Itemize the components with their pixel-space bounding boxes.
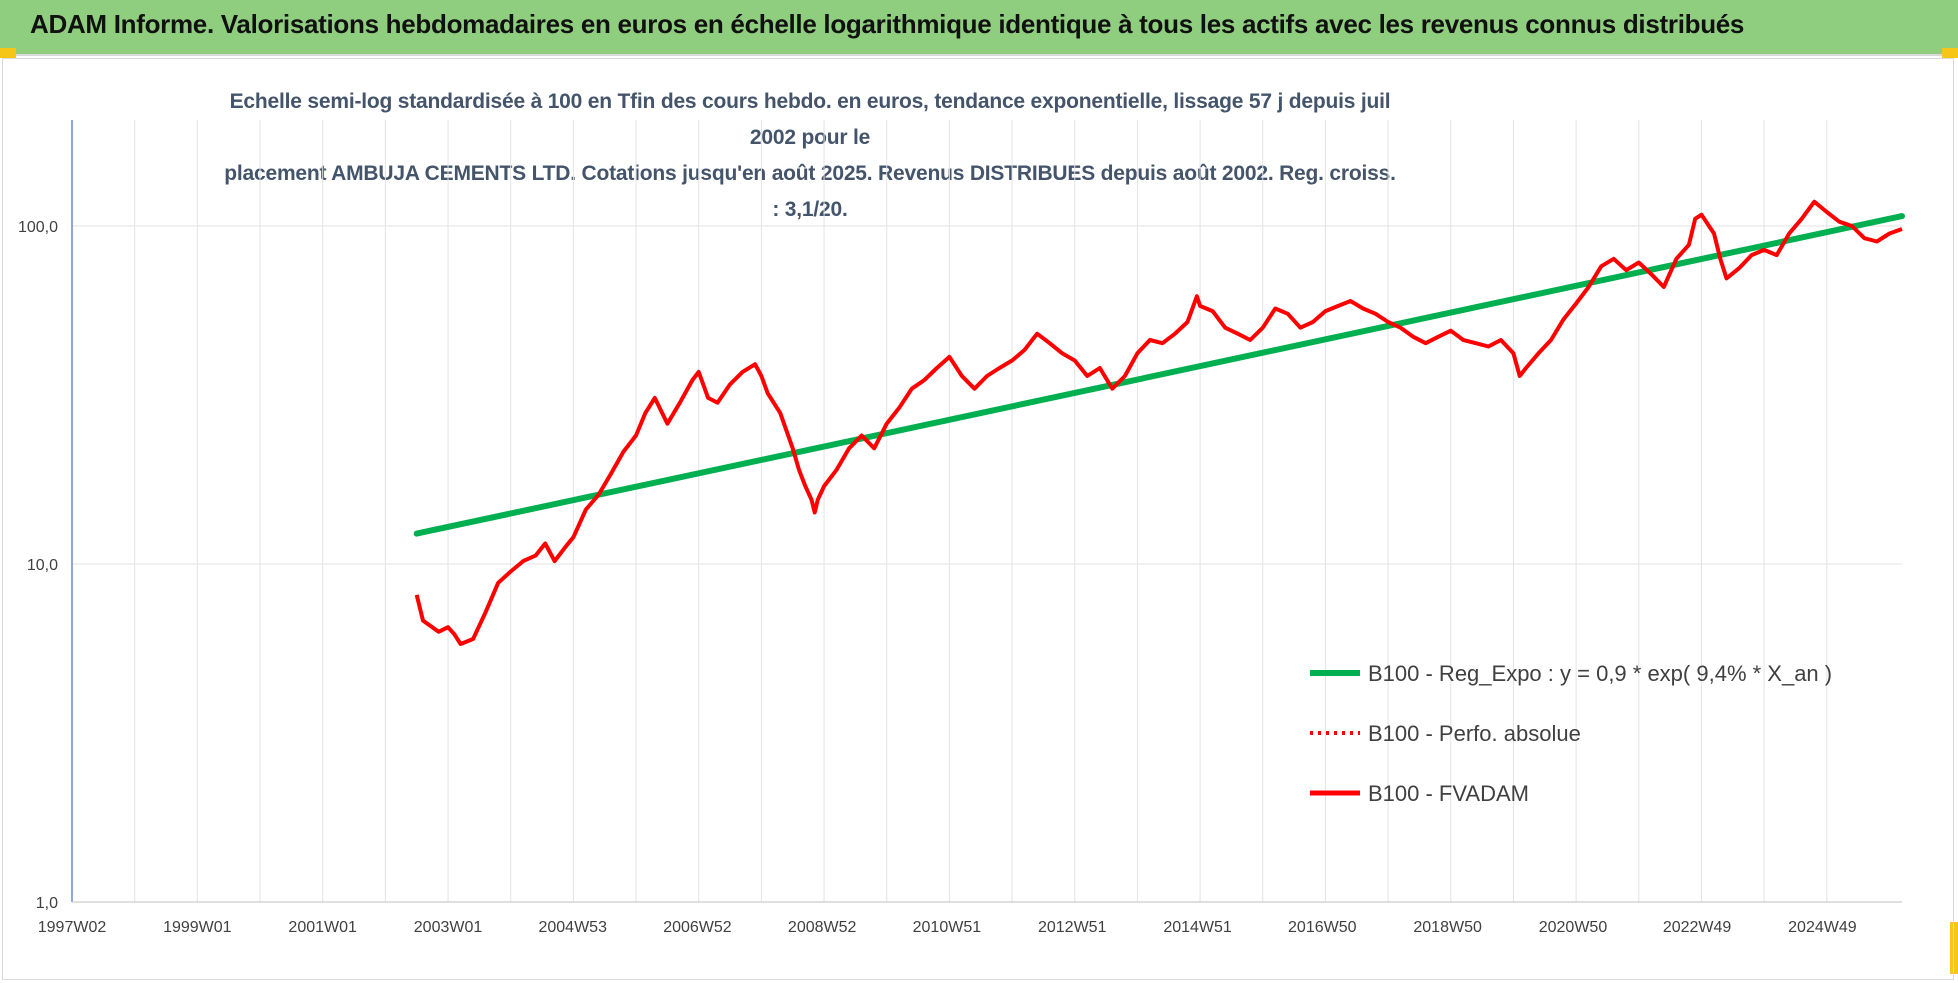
legend-item-perfo-absolue: B100 - Perfo. absolue — [1310, 721, 1581, 746]
chart-title-line-2: placement AMBUJA CEMENTS LTD. Cotations … — [224, 162, 1396, 221]
x-tick-label: 2018W50 — [1413, 919, 1482, 936]
x-tick-label: 2006W52 — [663, 919, 732, 936]
legend-label: B100 - Reg_Expo : y = 0,9 * exp( 9,4% * … — [1368, 661, 1832, 686]
y-tick-label: 1,0 — [36, 895, 58, 912]
x-tick-label: 2014W51 — [1163, 919, 1232, 936]
x-tick-label: 2022W49 — [1663, 919, 1732, 936]
x-tick-label: 2012W51 — [1038, 919, 1107, 936]
corner-marker-top-left — [0, 48, 16, 58]
chart-frame — [2, 58, 1954, 980]
x-tick-label: 2024W49 — [1788, 919, 1857, 936]
grid-layer — [71, 120, 1902, 903]
x-tick-label: 1997W02 — [38, 919, 107, 936]
legend: B100 - Reg_Expo : y = 0,9 * exp( 9,4% * … — [1310, 661, 1832, 806]
x-tick-label: 2020W50 — [1539, 919, 1608, 936]
corner-marker-bottom-right — [1950, 922, 1958, 974]
y-tick-label: 100,0 — [18, 219, 58, 236]
x-tick-label: 2016W50 — [1288, 919, 1357, 936]
report-title: ADAM Informe. Valorisations hebdomadaire… — [30, 9, 1745, 39]
x-tick-label: 2010W51 — [913, 919, 982, 936]
legend-label: B100 - FVADAM — [1368, 781, 1529, 806]
legend-item-reg-expo: B100 - Reg_Expo : y = 0,9 * exp( 9,4% * … — [1310, 661, 1832, 686]
report-banner: ADAM Informe. Valorisations hebdomadaire… — [0, 0, 1958, 56]
x-tick-label: 2003W01 — [414, 919, 483, 936]
corner-marker-top-right — [1942, 48, 1958, 58]
x-tick-label: 2004W53 — [538, 919, 607, 936]
x-tick-label: 1999W01 — [163, 919, 232, 936]
x-tick-label: 2001W01 — [288, 919, 357, 936]
legend-item-fvadam: B100 - FVADAM — [1310, 781, 1529, 806]
series-line-fvadam — [414, 199, 1903, 646]
x-tick-label: 2008W52 — [788, 919, 857, 936]
series-line-reg-expo — [413, 213, 1905, 537]
y-tick-label: 10,0 — [27, 557, 58, 574]
axis-layer: 1,0 10,0 100,0 1997W02 1999W01 2001W01 2003W01… — [18, 120, 1902, 936]
series-layer — [413, 199, 1905, 646]
chart-title: Echelle semi-log standardisée à 100 en T… — [220, 84, 1400, 228]
chart-title-line-1: Echelle semi-log standardisée à 100 en T… — [229, 90, 1391, 149]
legend-label: B100 - Perfo. absolue — [1368, 721, 1581, 746]
